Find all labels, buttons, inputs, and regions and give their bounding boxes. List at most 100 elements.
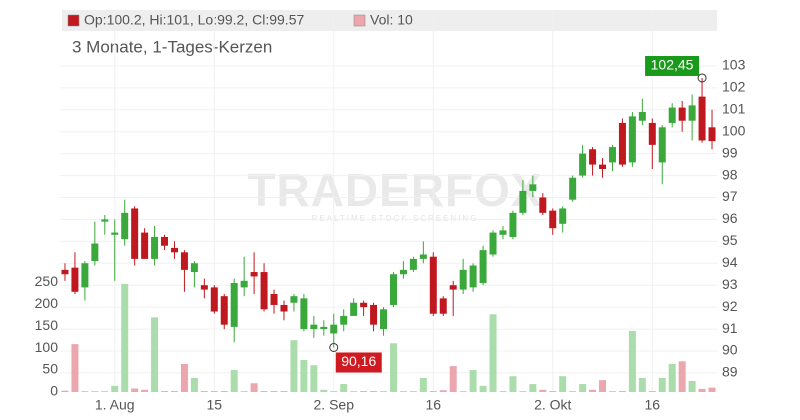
- candle-body: [320, 326, 328, 330]
- y2-tick-label: 100: [35, 339, 59, 355]
- volume-bar: [350, 391, 358, 392]
- candle-body: [270, 293, 278, 305]
- volume-bar: [190, 377, 198, 392]
- candle-body: [429, 256, 437, 314]
- volume-bar: [170, 391, 178, 392]
- y-tick-label: 95: [722, 232, 738, 248]
- y-tick-label: 99: [722, 144, 738, 160]
- candle-body: [260, 272, 268, 310]
- subtitle: 3 Monate, 1-Tages-Kerzen: [72, 37, 272, 56]
- candle-body: [91, 243, 99, 262]
- candle-body: [688, 105, 696, 121]
- volume-bar: [608, 391, 616, 392]
- max-label: 102,45: [651, 57, 694, 73]
- volume-bar: [300, 359, 308, 392]
- y-tick-label: 98: [722, 166, 738, 182]
- volume-bar: [370, 391, 378, 392]
- volume-bar: [539, 389, 547, 392]
- volume-bar: [71, 344, 79, 392]
- candle-body: [330, 324, 338, 334]
- max-label-box: [645, 55, 700, 76]
- y2-tick-label: 250: [35, 273, 59, 289]
- candle-body: [678, 107, 686, 121]
- volume-bar: [290, 340, 298, 392]
- candle-body: [280, 304, 288, 312]
- candle-body: [101, 219, 109, 222]
- volume-bar: [628, 330, 636, 392]
- candle-body: [121, 212, 129, 240]
- y-tick-label: 90: [722, 342, 738, 358]
- candle-body: [668, 107, 676, 123]
- candle-body: [569, 177, 577, 200]
- x-tick-label: 16: [645, 397, 661, 413]
- y-tick-label: 101: [722, 100, 746, 116]
- y2-tick-label: 200: [35, 295, 59, 311]
- candle-body: [599, 164, 607, 169]
- candle-body: [61, 269, 69, 275]
- y2-tick-label: 0: [50, 383, 58, 399]
- y-tick-label: 89: [722, 364, 738, 380]
- volume-bar: [91, 391, 99, 392]
- candle-body: [549, 210, 557, 229]
- volume-bar: [489, 314, 497, 392]
- candle-body: [161, 236, 169, 246]
- volume-bar: [589, 389, 597, 392]
- volume-bar: [141, 389, 149, 392]
- candle-body: [519, 190, 527, 213]
- candle-body: [559, 208, 567, 224]
- candle-body: [230, 283, 238, 327]
- candle-body: [290, 296, 298, 303]
- volume-bar: [121, 283, 129, 392]
- candle-body: [190, 263, 198, 273]
- candle-body: [489, 232, 497, 255]
- candle-body: [360, 302, 368, 308]
- volume-bar: [270, 391, 278, 392]
- volume-bar: [449, 366, 457, 392]
- min-label-box: [335, 352, 382, 373]
- y-tick-label: 94: [722, 254, 738, 270]
- y-tick-label: 93: [722, 276, 738, 292]
- candle-body: [439, 298, 447, 314]
- y-tick-label: 92: [722, 298, 738, 314]
- candle-body: [389, 274, 397, 305]
- candle-body: [170, 247, 178, 253]
- volume-bar: [559, 376, 567, 392]
- legend-ohlc: Op:100.2, Hi:101, Lo:99.2, Cl:99.57: [84, 12, 304, 28]
- volume-bar: [161, 391, 169, 392]
- volume-bar: [260, 391, 268, 392]
- y-tick-label: 103: [722, 57, 746, 73]
- candle-body: [469, 265, 477, 288]
- volume-bar: [459, 391, 467, 392]
- volume-bar: [180, 363, 188, 392]
- volume-bar: [569, 391, 577, 392]
- candle-body: [479, 250, 487, 284]
- volume-bar: [439, 390, 447, 392]
- volume-bar: [101, 391, 109, 392]
- candle-body: [628, 116, 636, 163]
- volume-bar: [708, 387, 716, 392]
- x-tick-label: 2. Okt: [534, 397, 571, 413]
- volume-bar: [429, 391, 437, 392]
- volume-bar: [200, 391, 208, 392]
- candle-body: [638, 111, 646, 121]
- volume-bar: [409, 391, 417, 392]
- y-tick-label: 91: [722, 320, 738, 336]
- candle-body: [399, 269, 407, 275]
- volume-bar: [380, 391, 388, 392]
- x-tick-label: 1. Aug: [95, 397, 135, 413]
- volume-bar: [111, 385, 119, 392]
- candle-body: [499, 230, 507, 235]
- min-label: 90,16: [341, 353, 376, 369]
- volume-bar: [469, 370, 477, 392]
- candle-body: [250, 272, 258, 277]
- y-tick-label: 96: [722, 210, 738, 226]
- candle-body: [71, 267, 79, 292]
- volume-bar: [479, 385, 487, 392]
- volume-bar: [131, 388, 139, 392]
- y2-tick-label: 150: [35, 317, 59, 333]
- volume-bar: [210, 391, 218, 392]
- candle-body: [459, 269, 467, 290]
- candle-body: [529, 184, 537, 191]
- volume-bar: [360, 391, 368, 392]
